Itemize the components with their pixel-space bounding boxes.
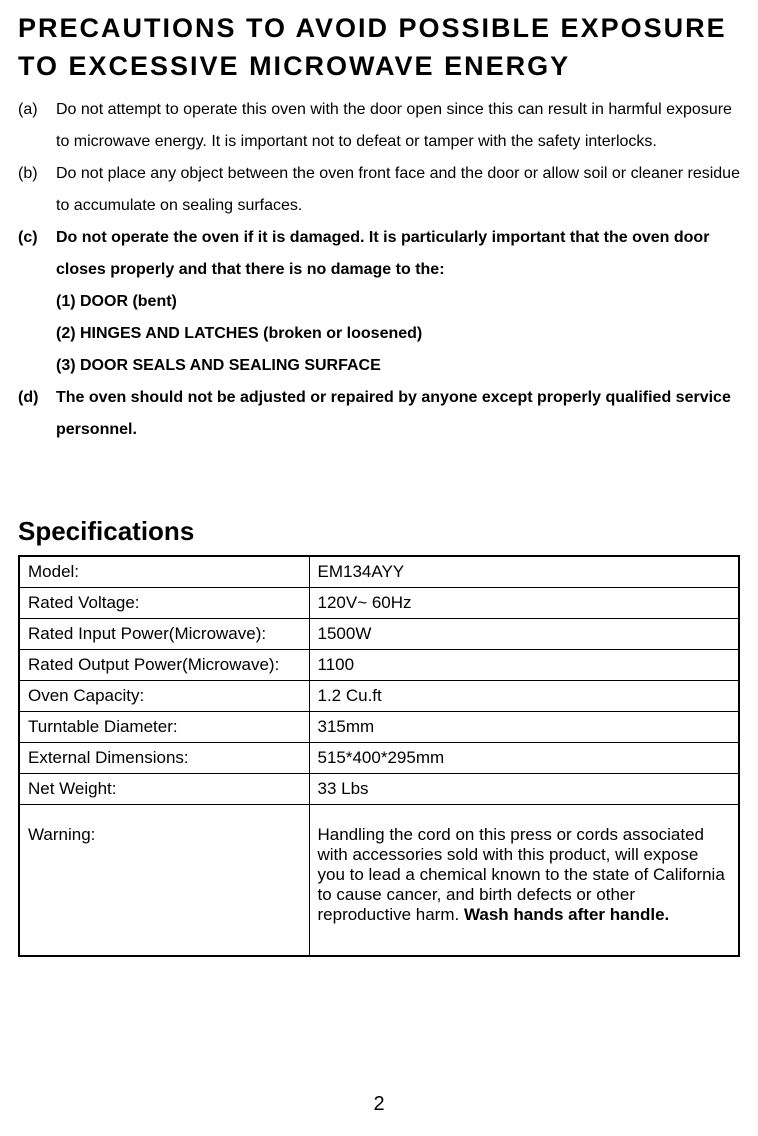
spec-table: Model: EM134AYY Rated Voltage: 120V~ 60H… xyxy=(18,555,740,957)
precaution-a: (a) Do not attempt to operate this oven … xyxy=(18,94,740,158)
text-a: Do not attempt to operate this oven with… xyxy=(56,94,740,158)
precaution-c-sub2: (2) HINGES AND LATCHES (broken or loosen… xyxy=(56,318,740,350)
row-model: Model: EM134AYY xyxy=(19,556,739,588)
label-capacity: Oven Capacity: xyxy=(19,680,309,711)
value-capacity: 1.2 Cu.ft xyxy=(309,680,739,711)
label-warning: Warning: xyxy=(19,804,309,956)
page-number: 2 xyxy=(373,1093,384,1116)
row-input-power: Rated Input Power(Microwave): 1500W xyxy=(19,618,739,649)
marker-c: (c) xyxy=(18,222,56,286)
row-output-power: Rated Output Power(Microwave): 1100 xyxy=(19,649,739,680)
value-voltage: 120V~ 60Hz xyxy=(309,587,739,618)
label-input-power: Rated Input Power(Microwave): xyxy=(19,618,309,649)
label-turntable: Turntable Diameter: xyxy=(19,711,309,742)
precaution-b: (b) Do not place any object between the … xyxy=(18,158,740,222)
value-model: EM134AYY xyxy=(309,556,739,588)
precaution-c: (c) Do not operate the oven if it is dam… xyxy=(18,222,740,286)
row-turntable: Turntable Diameter: 315mm xyxy=(19,711,739,742)
precaution-c-sub3: (3) DOOR SEALS AND SEALING SURFACE xyxy=(56,350,740,382)
precaution-d: (d) The oven should not be adjusted or r… xyxy=(18,382,740,446)
label-output-power: Rated Output Power(Microwave): xyxy=(19,649,309,680)
marker-d: (d) xyxy=(18,382,56,446)
marker-a: (a) xyxy=(18,94,56,158)
value-weight: 33 Lbs xyxy=(309,773,739,804)
value-turntable: 315mm xyxy=(309,711,739,742)
label-model: Model: xyxy=(19,556,309,588)
precaution-list: (a) Do not attempt to operate this oven … xyxy=(18,94,740,446)
row-dimensions: External Dimensions: 515*400*295mm xyxy=(19,742,739,773)
label-voltage: Rated Voltage: xyxy=(19,587,309,618)
marker-b: (b) xyxy=(18,158,56,222)
row-capacity: Oven Capacity: 1.2 Cu.ft xyxy=(19,680,739,711)
warning-bold: Wash hands after handle. xyxy=(464,905,669,924)
spec-heading: Specifications xyxy=(18,516,740,547)
main-title: PRECAUTIONS TO AVOID POSSIBLE EXPOSURE T… xyxy=(18,10,740,86)
value-dimensions: 515*400*295mm xyxy=(309,742,739,773)
row-weight: Net Weight: 33 Lbs xyxy=(19,773,739,804)
value-warning: Handling the cord on this press or cords… xyxy=(309,804,739,956)
text-c: Do not operate the oven if it is damaged… xyxy=(56,222,740,286)
text-d: The oven should not be adjusted or repai… xyxy=(56,382,740,446)
row-warning: Warning: Handling the cord on this press… xyxy=(19,804,739,956)
precaution-c-sub1: (1) DOOR (bent) xyxy=(56,286,740,318)
value-output-power: 1100 xyxy=(309,649,739,680)
label-weight: Net Weight: xyxy=(19,773,309,804)
row-voltage: Rated Voltage: 120V~ 60Hz xyxy=(19,587,739,618)
text-b: Do not place any object between the oven… xyxy=(56,158,740,222)
value-input-power: 1500W xyxy=(309,618,739,649)
label-dimensions: External Dimensions: xyxy=(19,742,309,773)
